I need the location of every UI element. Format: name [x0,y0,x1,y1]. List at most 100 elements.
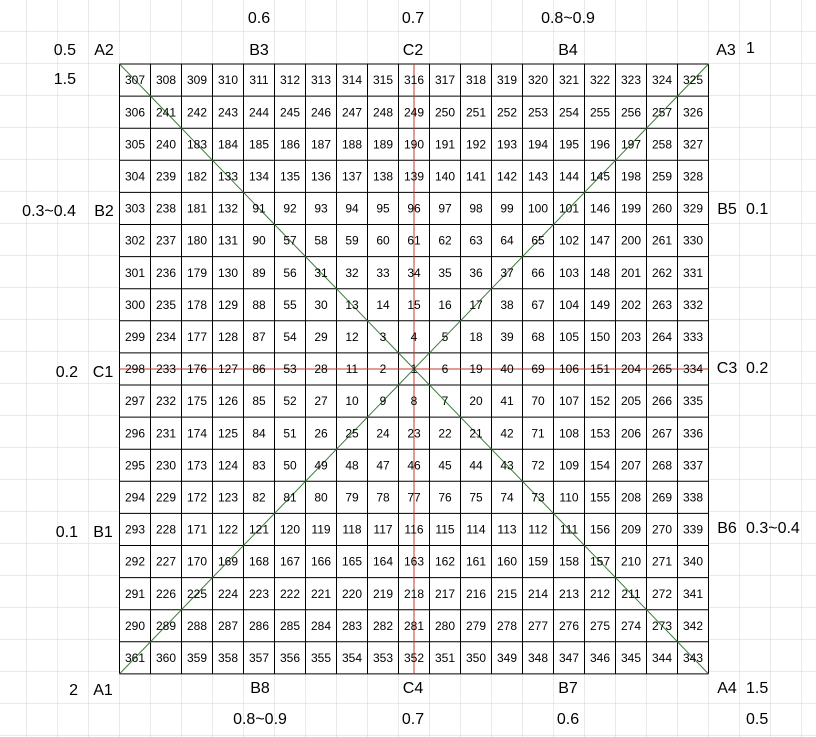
label: C2 [403,42,424,59]
cell-number: 9 [380,394,387,408]
cell-number: 259 [652,170,672,184]
cell-number: 198 [621,170,641,184]
cell-number: 229 [156,491,176,505]
cell-number: 42 [500,426,514,440]
cell-number: 351 [435,651,455,665]
cell-number: 211 [621,587,640,601]
cell-number: 267 [652,426,672,440]
cell-number: 146 [590,202,610,216]
cell-number: 182 [187,170,207,184]
cell-number: 163 [404,555,424,569]
cell-number: 256 [621,105,641,119]
cell-number: 115 [435,523,454,537]
cell-number: 295 [125,458,145,472]
cell-number: 125 [218,426,238,440]
cell-number: 164 [373,555,393,569]
cell-number: 240 [156,137,176,151]
cell-number: 204 [621,362,641,376]
cell-number: 28 [314,362,328,376]
cell-number: 305 [125,137,145,151]
cell-number: 280 [435,619,455,633]
cell-number: 336 [683,426,703,440]
cell-number: 104 [559,298,579,312]
cell-number: 62 [438,234,452,248]
cell-number: 321 [559,73,579,87]
cell-number: 112 [528,523,547,537]
cell-number: 53 [283,362,297,376]
cell-number: 4 [411,330,418,344]
cell-number: 315 [373,73,393,87]
cell-number: 124 [218,458,238,472]
cell-number: 194 [528,137,548,151]
cell-number: 135 [280,170,300,184]
cell-number: 70 [531,394,545,408]
label: 0.3~0.4 [22,203,76,220]
diagonal [119,63,709,675]
cell-number: 32 [345,266,359,280]
cell-number: 132 [218,202,238,216]
cell-number: 36 [469,266,483,280]
cell-number: 39 [500,330,514,344]
label: C1 [93,364,114,381]
cell-number: 160 [497,555,517,569]
cell-number: 92 [283,202,297,216]
cell-number: 143 [528,170,548,184]
label: 0.6 [557,711,579,728]
cell-number: 206 [621,426,641,440]
cell-number: 249 [404,105,424,119]
cell-number: 13 [345,298,359,312]
cell-number: 120 [280,523,300,537]
cell-number: 360 [156,651,176,665]
cell-number: 335 [683,394,703,408]
cell-number: 245 [280,105,300,119]
cell-number: 234 [156,330,176,344]
cell-number: 222 [280,587,300,601]
cell-number: 80 [314,491,328,505]
cell-number: 331 [683,266,703,280]
cell-number: 171 [187,523,207,537]
cell-number: 113 [497,523,516,537]
cell-number: 20 [469,394,483,408]
cell-number: 54 [283,330,297,344]
cell-number: 238 [156,202,176,216]
cell-number: 102 [559,234,579,248]
cell-number: 268 [652,458,672,472]
cell-number: 195 [559,137,579,151]
cell-number: 340 [683,555,703,569]
label: 0.5 [746,711,768,728]
label: 1.5 [746,680,768,697]
cell-number: 190 [404,137,424,151]
cell-number: 127 [218,362,238,376]
cell-number: 253 [528,105,548,119]
cell-number: 216 [466,587,486,601]
cell-number: 2 [380,362,387,376]
cell-number: 69 [531,362,545,376]
cell-number: 11 [346,362,359,376]
cell-number: 86 [252,362,266,376]
cell-number: 327 [683,137,703,151]
cell-number: 178 [187,298,207,312]
cell-number: 272 [652,587,672,601]
cell-number: 271 [652,555,672,569]
cell-number: 95 [376,202,390,216]
cell-number: 78 [376,491,390,505]
cell-number: 310 [218,73,238,87]
cell-number: 109 [559,458,579,472]
cell-number: 75 [469,491,483,505]
label: A3 [716,42,736,59]
cell-number: 74 [500,491,514,505]
label: 0.8~0.9 [541,10,595,27]
label: 0.7 [402,711,424,728]
cell-number: 269 [652,491,672,505]
cell-number: 210 [621,555,641,569]
cell-number: 208 [621,491,641,505]
cell-number: 167 [280,555,300,569]
label: 0.1 [56,524,78,541]
cell-number: 12 [345,330,359,344]
cell-number: 138 [373,170,393,184]
cell-number: 145 [590,170,610,184]
label: A2 [94,42,114,59]
cell-number: 179 [187,266,207,280]
cell-number: 355 [311,651,331,665]
cell-number: 242 [187,105,207,119]
